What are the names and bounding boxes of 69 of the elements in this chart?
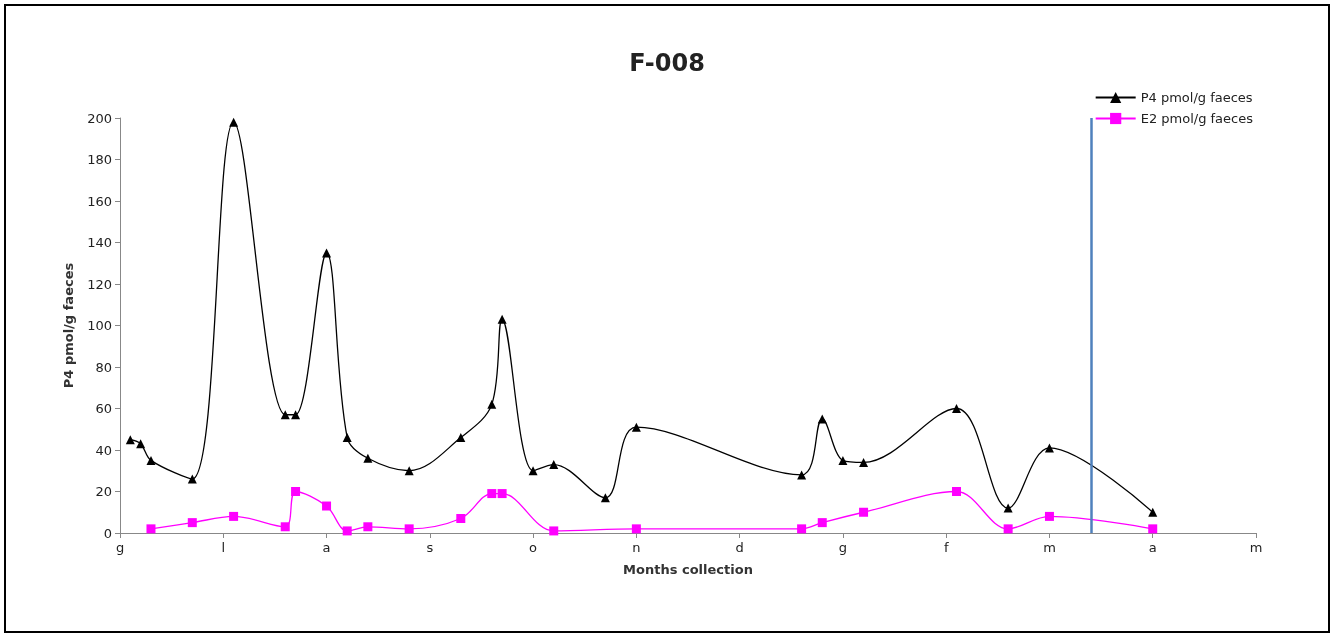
x-tick-label: s: [426, 540, 434, 555]
y-tick-label: 180: [87, 152, 112, 167]
point: [363, 522, 373, 532]
point: [291, 487, 301, 496]
point: [229, 511, 239, 521]
point: [631, 422, 641, 432]
point: [1003, 503, 1013, 513]
point: [146, 455, 156, 465]
point: [456, 433, 466, 443]
y-tick-label: 0: [103, 525, 112, 541]
point: [600, 493, 610, 503]
x-tick-label: n: [632, 540, 641, 555]
x-axis-title: Months collection: [623, 562, 753, 577]
y-tick-label: 100: [87, 318, 112, 333]
point: [497, 489, 507, 499]
point: [280, 522, 290, 532]
y-axis-title: P4 pmol/g faeces: [61, 262, 76, 389]
y-tick-label: 40: [95, 442, 112, 458]
y-tick-label: 80: [95, 359, 112, 375]
point: [187, 518, 197, 528]
x-tick-label: d: [735, 540, 744, 555]
point: [229, 117, 239, 127]
legend-label: P4 pmol/g faeces: [1140, 90, 1253, 105]
legend-label: E2 pmol/g faeces: [1140, 111, 1254, 126]
y-tick-label: 60: [95, 401, 112, 416]
point: [146, 524, 156, 534]
point: [1003, 524, 1013, 534]
point: [322, 248, 332, 258]
point: [1148, 507, 1158, 517]
point: [549, 526, 559, 536]
point: [497, 314, 507, 324]
y-tick-label: 120: [87, 276, 112, 292]
point: [187, 474, 197, 484]
point: [1044, 511, 1054, 521]
point: [528, 466, 538, 476]
x-tick-label: m: [1249, 540, 1263, 555]
point: [952, 404, 962, 413]
y-tick-label: 200: [87, 110, 112, 126]
y-tick-label: 140: [87, 235, 112, 250]
point: [859, 457, 869, 467]
point: [291, 410, 301, 420]
point: [549, 460, 559, 470]
point: [487, 399, 497, 409]
point: [342, 433, 352, 443]
point: [342, 526, 352, 536]
point: [322, 501, 332, 511]
y-tick-label: 160: [87, 193, 112, 209]
point: [797, 524, 807, 534]
x-tick-label: a: [322, 540, 331, 555]
point: [952, 487, 962, 496]
x-tick-label: m: [1043, 540, 1056, 555]
point: [859, 507, 869, 517]
point: [125, 435, 135, 445]
point: [838, 455, 848, 465]
point: [456, 513, 466, 523]
point: [631, 524, 641, 534]
y-tick-label: 20: [95, 484, 112, 499]
point: [1148, 524, 1158, 534]
point: [487, 489, 497, 499]
x-tick-label: g: [115, 540, 125, 555]
x-tick-label: a: [1148, 540, 1157, 555]
x-tick-label: g: [838, 540, 848, 555]
x-tick-label: f: [943, 540, 949, 555]
point: [404, 524, 414, 534]
point: [817, 518, 827, 528]
x-tick-label: o: [529, 540, 538, 555]
chart-title: F-008: [629, 49, 705, 77]
point: [363, 453, 373, 463]
x-tick-label: l: [221, 540, 226, 555]
